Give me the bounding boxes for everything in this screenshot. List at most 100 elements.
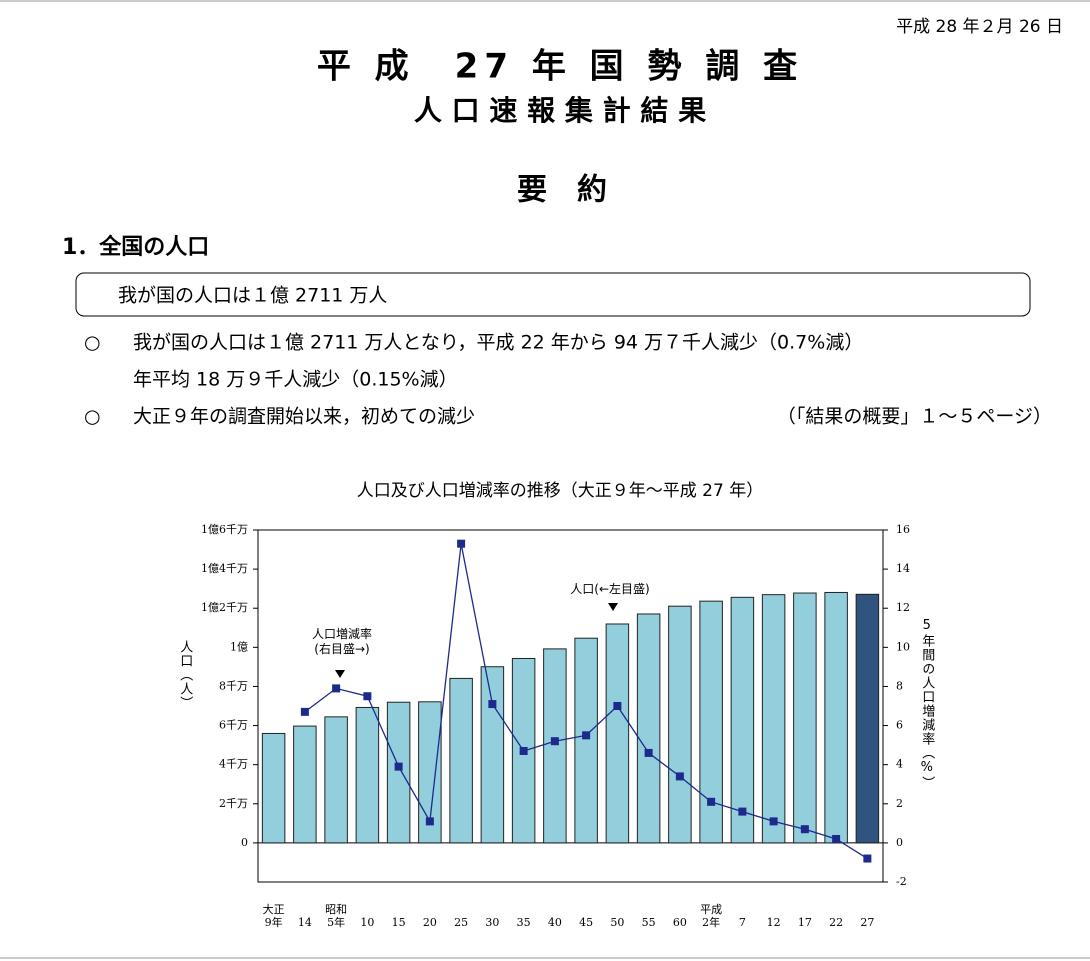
rate-marker	[675, 772, 684, 781]
bar	[824, 591, 848, 844]
plot-frame	[257, 529, 884, 883]
x-tick-label: 22	[829, 916, 844, 930]
x-tick-label: 27	[860, 916, 875, 930]
bar	[761, 594, 786, 844]
bar	[699, 600, 723, 844]
y-tick-label: 4千万	[219, 758, 248, 771]
y-tick-label: 1億2千万	[201, 601, 248, 614]
bullet-text: 年平均 18 万９千人減少（0.15%減）	[133, 369, 458, 391]
bar	[418, 701, 442, 844]
pointer	[335, 670, 345, 678]
y-tick-label: 8千万	[219, 679, 248, 692]
rate-marker	[363, 692, 372, 701]
rate-marker	[769, 817, 778, 826]
y2-tick-label: 4	[896, 758, 903, 771]
x-tick-label: 55	[641, 916, 656, 930]
rate-marker	[519, 746, 528, 755]
pointer	[608, 603, 618, 611]
rate-marker	[394, 762, 403, 771]
rate-marker	[425, 817, 434, 826]
rate-marker	[832, 834, 841, 843]
bar	[574, 637, 598, 844]
rate-marker	[488, 700, 497, 709]
x-tick-label: 50	[610, 916, 625, 930]
y-tick-label: 0	[241, 836, 248, 849]
bar	[855, 593, 880, 844]
y2-tick-label: 16	[896, 523, 910, 536]
x-tick-label: 7	[738, 916, 746, 930]
chart-title: 人口及び人口増減率の推移（大正９年～平成 27 年）	[357, 481, 763, 501]
bullet: ○	[84, 332, 101, 354]
bar	[543, 648, 567, 844]
summary-box	[75, 272, 1031, 317]
x-tick-label: 10	[360, 916, 375, 930]
x-tick-label: 20	[422, 916, 437, 930]
bar	[668, 605, 692, 844]
y2-tick-label: 6	[896, 719, 903, 732]
section-heading: 1．全国の人口	[62, 234, 209, 260]
bar	[324, 716, 348, 844]
y2-tick-label: 12	[896, 601, 910, 614]
rate-marker	[550, 737, 559, 746]
title: 平 成 27 年 国 勢 調 査	[317, 47, 803, 87]
bar	[386, 701, 411, 844]
bar	[355, 706, 380, 844]
y-tick-label: 2千万	[219, 797, 248, 810]
x-tick-label: 25	[454, 916, 469, 930]
x-tick-label: 昭和 5年	[325, 902, 348, 930]
y-tick-label: 1億4千万	[201, 562, 248, 575]
x-tick-label: 平成 2年	[700, 902, 723, 930]
date: 平成 28 年２月 26 日	[896, 17, 1063, 37]
bar	[293, 725, 317, 844]
rate-marker	[644, 748, 653, 757]
y-tick-label: 1億	[230, 640, 248, 653]
bar	[730, 596, 755, 844]
y2-tick-label: 8	[896, 679, 903, 692]
box-text: 我が国の人口は１億 2711 万人	[118, 285, 387, 307]
y2-axis-title: 5年間の人口増減率（%）	[919, 618, 935, 790]
x-tick-label: 14	[297, 916, 312, 930]
x-tick-label: 15	[391, 916, 406, 930]
bar	[793, 592, 817, 844]
y-tick-label: 6千万	[219, 719, 248, 732]
rate-marker	[457, 539, 466, 548]
x-tick-label: 17	[797, 916, 812, 930]
reference: （「結果の概要」１～５ページ）	[777, 406, 1052, 428]
rate-marker	[613, 702, 622, 710]
bar	[605, 623, 630, 844]
rate-marker	[707, 797, 716, 806]
y2-tick-label: 10	[896, 640, 910, 653]
y2-tick-label: -2	[896, 875, 907, 888]
x-tick-label: 35	[516, 916, 531, 930]
rate-marker	[582, 731, 591, 740]
bullet: ○	[84, 406, 101, 428]
rate-marker	[332, 684, 341, 693]
y2-tick-label: 2	[896, 797, 903, 810]
x-tick-label: 12	[766, 916, 781, 930]
y2-tick-label: 0	[896, 836, 903, 849]
rate-marker	[300, 707, 309, 716]
x-tick-label: 60	[672, 916, 687, 930]
y-tick-label: 1億6千万	[201, 523, 248, 536]
y2-tick-label: 14	[896, 562, 910, 575]
bar	[449, 677, 473, 844]
y-axis-title: 人口（人）	[177, 640, 193, 710]
x-tick-label: 大正 9年	[262, 902, 285, 930]
bar	[636, 613, 661, 844]
rate-marker	[738, 807, 747, 816]
bar	[261, 732, 286, 844]
bullet-text: 大正９年の調査開始以来，初めての減少	[133, 406, 475, 428]
bar	[480, 666, 505, 844]
annotation: 人口(←左目盛)	[570, 582, 650, 596]
summary-heading: 要 約	[517, 173, 607, 208]
annotation: 人口増減率 (右目盛→)	[311, 627, 372, 656]
x-tick-label: 45	[579, 916, 594, 930]
subtitle: 人 口 速 報 集 計 結 果	[414, 94, 706, 127]
bullet-text: 我が国の人口は１億 2711 万人となり，平成 22 年から 94 万７千人減少…	[133, 332, 863, 354]
rate-marker	[863, 854, 872, 863]
rate-marker	[800, 825, 809, 834]
x-tick-label: 40	[547, 916, 562, 930]
x-tick-label: 30	[485, 916, 500, 930]
